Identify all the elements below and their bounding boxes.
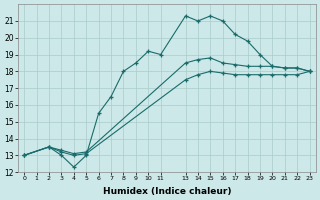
X-axis label: Humidex (Indice chaleur): Humidex (Indice chaleur) bbox=[103, 187, 231, 196]
